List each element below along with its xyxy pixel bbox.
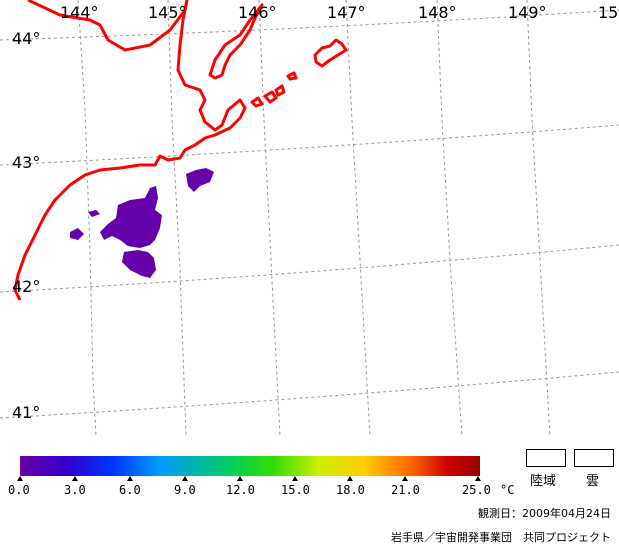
land-legend-swatch: [526, 449, 566, 467]
lon-label-144: 144°: [60, 3, 99, 22]
coastline: [13, 0, 348, 301]
hokkaido-coast: [27, 0, 189, 52]
colorbar-tick-6: 6.0: [119, 483, 141, 497]
colorbar-tick-12: 12.0: [226, 483, 255, 497]
sst-patches: [70, 168, 214, 278]
colorbar-tick-15: 15.0: [281, 483, 310, 497]
sst-patch-main: [100, 186, 162, 248]
sst-patch-west: [70, 210, 100, 240]
lat-label-41: 41°: [12, 403, 40, 422]
parallel-41: [0, 371, 619, 419]
colorbar-tick-25: 25.0: [462, 483, 491, 497]
lon-label-146: 146°: [238, 3, 277, 22]
parallel-44: [0, 9, 619, 41]
colorbar-tick-18: 18.0: [336, 483, 365, 497]
colorbar-tick-0: 0.0: [8, 483, 30, 497]
meridian-144: [77, 0, 97, 437]
cloud-legend-swatch: [574, 449, 614, 467]
credit-line: 岩手県／宇宙開発事業団 共同プロジェクト: [391, 531, 611, 544]
parallel-43: [0, 124, 619, 166]
latitude-gridlines: [0, 9, 619, 419]
kunashiri-island: [208, 3, 264, 80]
lon-label-149: 149°: [508, 3, 547, 22]
meridian-146: [258, 0, 281, 437]
longitude-gridlines: [77, 0, 551, 437]
colorbar: [20, 456, 480, 476]
sst-patch-south: [122, 250, 156, 278]
meridian-147: [345, 0, 371, 437]
parallel-42: [0, 244, 619, 293]
meridian-149: [526, 0, 551, 437]
colorbar-tick-labels: 0.0 3.0 6.0 9.0 12.0 15.0 18.0 21.0 25.0…: [8, 483, 514, 497]
longitude-labels: 144° 145° 146° 147° 148° 149° 15: [60, 3, 618, 22]
lat-label-43: 43°: [12, 153, 40, 172]
lat-label-44: 44°: [12, 29, 40, 48]
colorbar-tick-marks: [17, 476, 481, 481]
lat-label-42: 42°: [12, 277, 40, 296]
colorbar-tick-3: 3.0: [64, 483, 86, 497]
lon-label-147: 147°: [327, 3, 366, 22]
colorbar-unit: °C: [500, 483, 514, 497]
lon-label-145: 145°: [148, 3, 187, 22]
sst-patch-east: [186, 168, 214, 192]
shikotan-island: [313, 38, 348, 68]
meridian-145: [167, 0, 187, 437]
colorbar-tick-21: 21.0: [391, 483, 420, 497]
colorbar-tick-9: 9.0: [174, 483, 196, 497]
lon-label-148: 148°: [418, 3, 457, 22]
latitude-labels: 44° 43° 42° 41°: [12, 29, 40, 422]
habomai-islands: [250, 71, 298, 108]
land-legend-label: 陸域: [530, 474, 557, 489]
meridian-148: [436, 0, 463, 437]
lon-label-150: 15: [598, 3, 618, 22]
observation-date: 観測日：2009年04月24日: [478, 507, 611, 520]
cloud-legend-label: 雲: [586, 474, 600, 489]
shiretoko-peninsula: [13, 0, 247, 301]
